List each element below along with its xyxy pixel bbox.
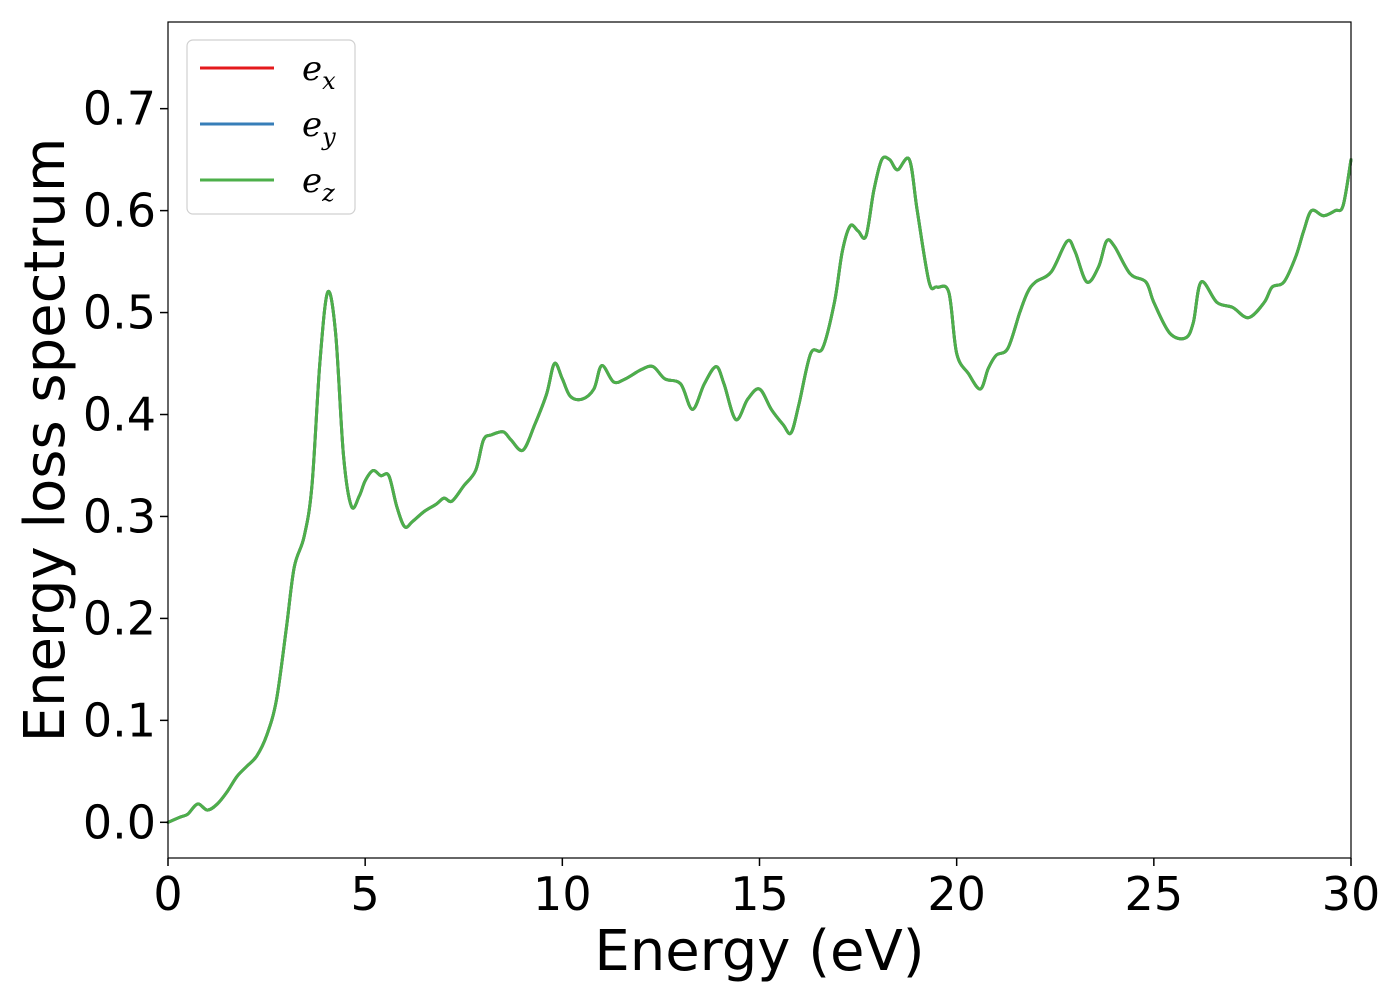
x-tick-label: 25 — [1125, 867, 1184, 921]
y-tick-label: 0.3 — [83, 489, 156, 543]
y-axis-title: Energy loss spectrum — [13, 138, 78, 743]
y-tick-label: 0.1 — [83, 693, 156, 747]
y-tick-label: 0.0 — [83, 795, 156, 849]
legend-label-ex: ex — [302, 49, 336, 95]
y-axis-ticks: 0.0 0.1 0.2 0.3 0.4 0.5 0.6 0.7 — [83, 82, 168, 849]
series-line-e-x — [166, 155, 1353, 824]
x-tick-label: 10 — [533, 867, 592, 921]
x-tick-label: 5 — [351, 867, 380, 921]
x-axis-title: Energy (eV) — [594, 919, 924, 984]
series-line-e-y — [166, 155, 1353, 824]
x-tick-label: 30 — [1322, 867, 1381, 921]
legend-label-ez: ez — [302, 161, 335, 207]
series-line-e-z — [166, 155, 1353, 824]
y-tick-label: 0.7 — [83, 82, 156, 136]
legend: ex ey ez — [186, 39, 356, 215]
legend-label-ey: ey — [302, 105, 336, 151]
y-tick-label: 0.4 — [83, 388, 156, 442]
y-tick-label: 0.2 — [83, 591, 156, 645]
x-tick-label: 0 — [153, 867, 182, 921]
y-tick-label: 0.5 — [83, 286, 156, 340]
x-tick-label: 15 — [730, 867, 789, 921]
x-axis-ticks: 0 5 10 15 20 25 30 — [153, 858, 1380, 921]
y-tick-label: 0.6 — [83, 184, 156, 238]
x-tick-label: 20 — [927, 867, 986, 921]
series-layer — [166, 155, 1353, 824]
legend-box — [186, 39, 356, 215]
